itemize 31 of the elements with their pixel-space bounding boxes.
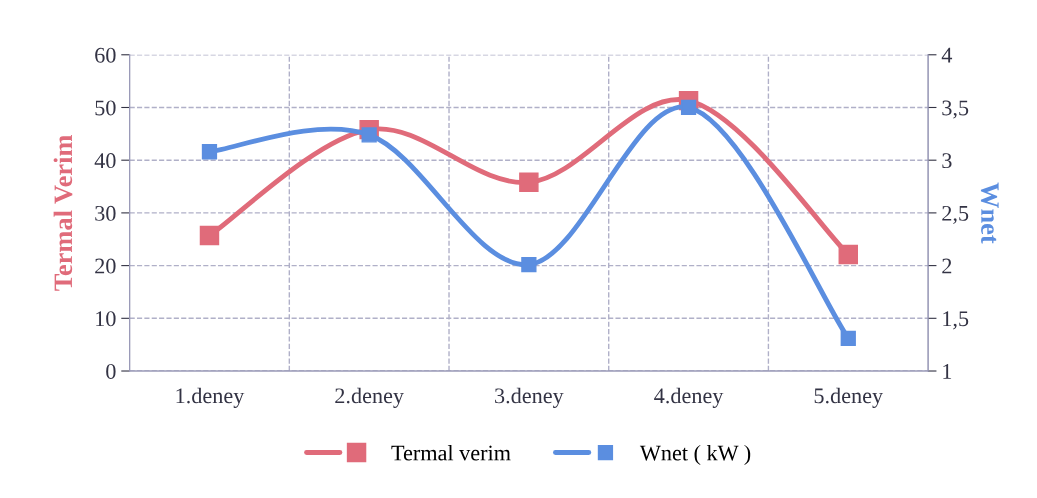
x-tick-label: 3.deney <box>495 387 564 408</box>
x-tick-label: 2.deney <box>335 387 404 408</box>
y2-tick-label: 3,5 <box>942 100 969 119</box>
y-tick-label: 10 <box>96 311 116 327</box>
y-tick-label: 40 <box>94 153 116 169</box>
point <box>361 127 377 143</box>
y2-tick-label: 2,5 <box>942 205 969 225</box>
point <box>201 144 218 160</box>
y-tick-label: 60 <box>95 47 116 63</box>
y-tick-label: 0 <box>106 363 116 379</box>
y-tick-label: 50 <box>95 100 116 116</box>
point <box>838 244 858 265</box>
y2-axis-title: Wnet <box>980 182 999 244</box>
y-tick-label: 20 <box>95 258 116 274</box>
legend-label: Wnet ( kW ) <box>639 444 751 466</box>
y-tick-label: 30 <box>95 205 116 221</box>
y2-tick-label: 1,5 <box>943 311 969 330</box>
x-tick-label: 5.deney <box>814 387 884 408</box>
point <box>840 330 856 346</box>
y-axis-title: Termal Verim <box>53 135 73 291</box>
point <box>199 225 220 246</box>
point <box>680 99 697 116</box>
y2-tick-label: 4 <box>941 47 953 63</box>
point <box>519 172 539 193</box>
point <box>521 256 537 273</box>
y2-tick-label: 2 <box>942 258 952 274</box>
x-tick-label: 1.deney <box>176 387 245 408</box>
legend-label: Termal verim <box>391 444 511 461</box>
x-tick-label: 4.deney <box>654 387 724 408</box>
y2-tick-label: 1 <box>943 364 952 379</box>
y2-tick-label: 3 <box>942 153 952 169</box>
